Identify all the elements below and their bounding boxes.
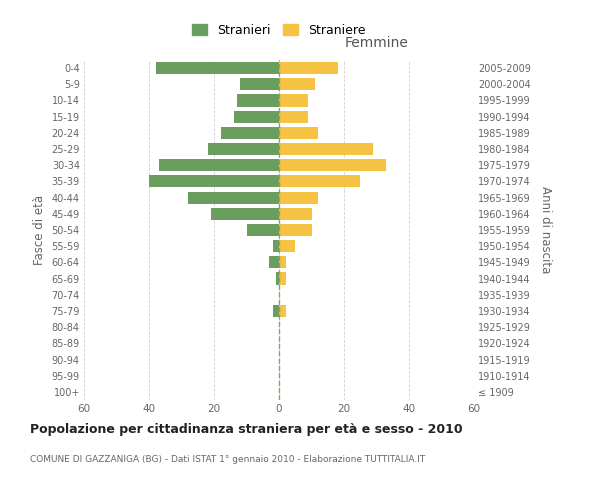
Bar <box>279 143 373 155</box>
Bar <box>279 176 360 188</box>
Y-axis label: Fasce di età: Fasce di età <box>33 195 46 265</box>
Text: Popolazione per cittadinanza straniera per età e sesso - 2010: Popolazione per cittadinanza straniera p… <box>30 422 463 436</box>
Bar <box>279 224 311 236</box>
Bar <box>276 272 279 284</box>
Bar <box>188 192 279 203</box>
Bar <box>279 272 286 284</box>
Bar <box>279 78 315 90</box>
Bar <box>272 305 279 317</box>
Bar <box>279 127 318 139</box>
Bar <box>279 94 308 106</box>
Bar <box>247 224 279 236</box>
Bar <box>279 62 337 74</box>
Bar <box>272 240 279 252</box>
Bar <box>208 143 279 155</box>
Bar <box>233 110 279 122</box>
Bar <box>279 256 286 268</box>
Bar <box>279 305 286 317</box>
Bar <box>279 240 295 252</box>
Y-axis label: Anni di nascita: Anni di nascita <box>539 186 552 274</box>
Bar <box>279 192 318 203</box>
Bar <box>279 208 311 220</box>
Bar <box>237 94 279 106</box>
Bar <box>221 127 279 139</box>
Bar <box>149 176 279 188</box>
Legend: Stranieri, Straniere: Stranieri, Straniere <box>187 18 371 42</box>
Bar <box>159 159 279 172</box>
Bar <box>211 208 279 220</box>
Text: COMUNE DI GAZZANIGA (BG) - Dati ISTAT 1° gennaio 2010 - Elaborazione TUTTITALIA.: COMUNE DI GAZZANIGA (BG) - Dati ISTAT 1°… <box>30 455 425 464</box>
Bar <box>279 110 308 122</box>
Bar <box>269 256 279 268</box>
Text: Femmine: Femmine <box>344 36 409 50</box>
Bar <box>240 78 279 90</box>
Bar <box>155 62 279 74</box>
Bar <box>279 159 386 172</box>
